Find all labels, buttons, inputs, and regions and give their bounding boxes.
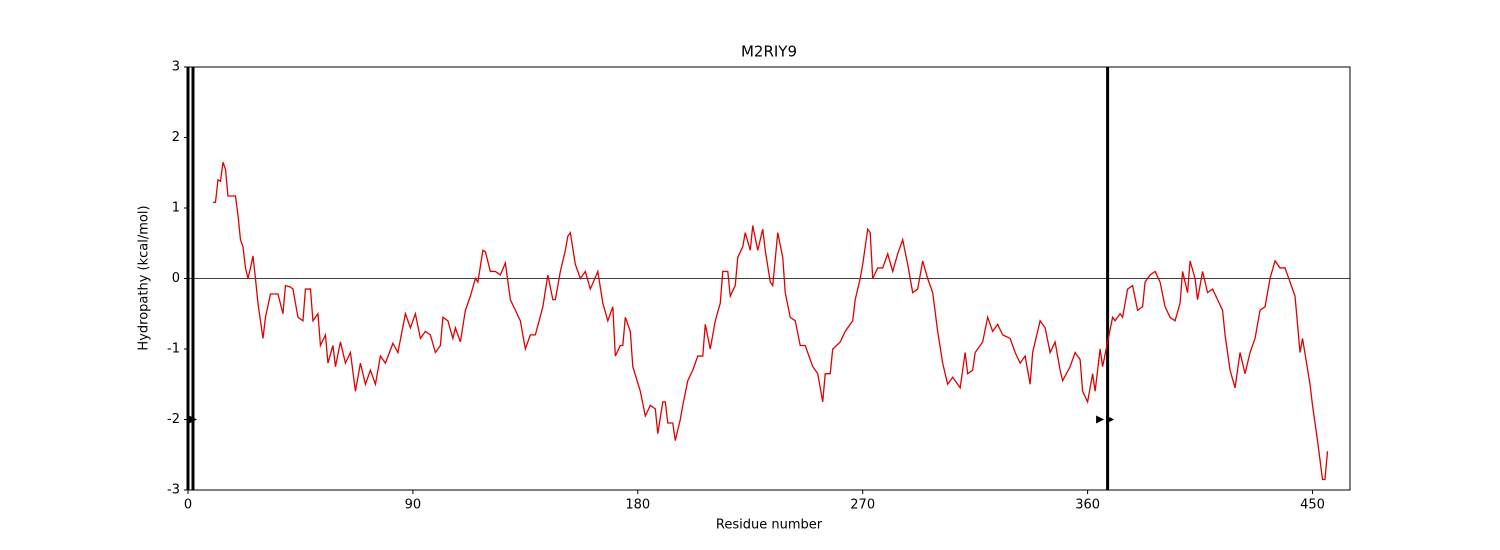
marker	[1106, 415, 1115, 424]
x-tick-label: 450	[1300, 498, 1325, 513]
x-axis-label: Residue number	[716, 518, 823, 533]
y-tick-label: 2	[172, 130, 180, 145]
y-tick-label: -1	[167, 342, 180, 357]
y-tick-label: -2	[167, 412, 180, 427]
marker	[1096, 415, 1105, 424]
data-line	[212, 161, 1329, 481]
x-tick-label: 90	[405, 498, 422, 513]
y-tick-label: -3	[167, 483, 180, 498]
y-tick-label: 0	[172, 271, 180, 286]
x-tick-label: 0	[184, 498, 192, 513]
x-tick-label: 180	[625, 498, 650, 513]
y-tick-label: 1	[172, 201, 180, 216]
x-tick-label: 270	[850, 498, 875, 513]
chart-title: M2RIY9	[741, 43, 797, 61]
x-tick-label: 360	[1075, 498, 1100, 513]
y-axis-label: Hydropathy (kcal/mol)	[137, 205, 152, 350]
marker	[188, 415, 197, 424]
y-tick-label: 3	[172, 60, 180, 75]
